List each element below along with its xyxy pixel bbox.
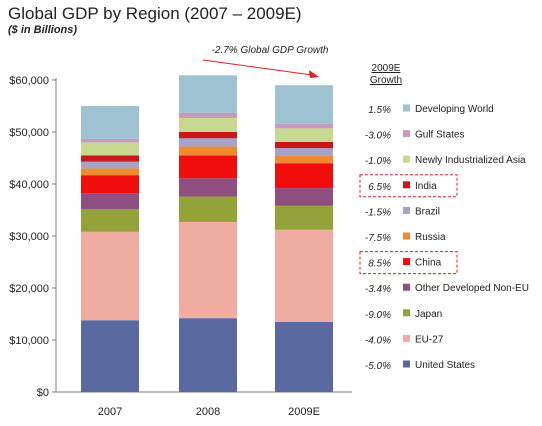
bar-segment-japan-2007 — [81, 208, 139, 232]
growth-annotation: -2.7% Global GDP Growth — [212, 45, 329, 56]
bar-segment-gulf-states-2008 — [179, 112, 237, 118]
bar-segment-china-2008 — [179, 155, 237, 179]
bar-segment-brazil-2008 — [179, 138, 237, 147]
highlight-box-china — [359, 251, 458, 275]
y-tick-label: $30,000 — [9, 231, 49, 243]
bar-segment-china-2009e — [275, 163, 333, 189]
bar-segment-developing-world-2008 — [179, 75, 237, 113]
y-tick-label: $60,000 — [9, 75, 49, 87]
legend-label-brazil: Brazil — [415, 206, 440, 217]
bar-segment-russia-2009e — [275, 155, 333, 164]
growth-value-eu-27: -4.0% — [365, 335, 391, 346]
x-tick-label: 2008 — [196, 406, 220, 418]
bar-segment-newly-industrialized-asia-2008 — [179, 117, 237, 132]
highlight-box-india — [359, 174, 458, 198]
growth-value-russia: -7.5% — [365, 233, 391, 244]
bar-segment-china-2007 — [81, 175, 139, 194]
legend-label-newly-industrialized-asia: Newly Industrialized Asia — [415, 155, 526, 166]
y-tick-label: $20,000 — [9, 283, 49, 295]
growth-value-other-developed-non-eu: -3.4% — [365, 284, 391, 295]
bar-segment-russia-2007 — [81, 168, 139, 176]
bar-segment-eu-27-2009e — [275, 229, 333, 322]
legend-swatch-united-states — [403, 360, 410, 368]
y-tick-label: $0 — [37, 387, 49, 399]
growth-value-newly-industrialized-asia: -1.0% — [365, 156, 391, 167]
legend-swatch-gulf-states — [403, 130, 410, 138]
growth-value-china: 8.5% — [368, 259, 391, 270]
bar-segment-brazil-2007 — [81, 161, 139, 169]
bar-segment-india-2007 — [81, 155, 139, 162]
bar-segment-india-2008 — [179, 132, 237, 139]
legend-label-russia: Russia — [415, 232, 446, 243]
growth-value-united-states: -5.0% — [365, 361, 391, 372]
legend-swatch-india — [403, 181, 410, 189]
bar-segment-gulf-states-2009e — [275, 123, 333, 129]
growth-value-brazil: -1.5% — [365, 207, 391, 218]
bar-segment-united-states-2007 — [81, 320, 139, 392]
y-tick-label: $50,000 — [9, 127, 49, 139]
growth-arrow-line — [202, 59, 313, 76]
chart-title: Global GDP by Region (2007 – 2009E) — [8, 4, 302, 23]
growth-arrow-head — [309, 70, 319, 78]
bar-segment-united-states-2008 — [179, 318, 237, 392]
bar-segment-eu-27-2008 — [179, 221, 237, 319]
legend-swatch-russia — [403, 232, 410, 240]
legend-swatch-other-developed-non-eu — [403, 283, 410, 291]
legend-swatch-china — [403, 258, 410, 266]
legend-label-eu-27: EU-27 — [415, 334, 444, 345]
growth-header: 2009E — [372, 63, 401, 74]
y-tick-label: $10,000 — [9, 335, 49, 347]
bar-segment-japan-2008 — [179, 196, 237, 222]
legend-label-gulf-states: Gulf States — [415, 130, 464, 141]
x-tick-label: 2007 — [98, 406, 122, 418]
bar-segment-india-2009e — [275, 141, 333, 149]
bar-segment-developing-world-2007 — [81, 106, 139, 139]
legend-swatch-japan — [403, 309, 410, 317]
legend-swatch-brazil — [403, 206, 410, 214]
legend-label-india: India — [415, 181, 437, 192]
bar-segment-newly-industrialized-asia-2009e — [275, 128, 333, 142]
bar-segment-japan-2009e — [275, 205, 333, 230]
bar-segment-newly-industrialized-asia-2007 — [81, 142, 139, 156]
bar-segment-other-developed-non-eu-2008 — [179, 178, 237, 197]
growth-value-india: 6.5% — [368, 182, 391, 193]
legend-label-other-developed-non-eu: Other Developed Non-EU — [415, 283, 529, 294]
y-tick-label: $40,000 — [9, 179, 49, 191]
legend-swatch-eu-27 — [403, 334, 410, 342]
growth-value-gulf-states: -3.0% — [365, 131, 391, 142]
x-tick-label: 2009E — [288, 406, 320, 418]
bar-segment-other-developed-non-eu-2009e — [275, 188, 333, 206]
bar-segment-developing-world-2009e — [275, 85, 333, 124]
growth-value-japan: -9.0% — [365, 310, 391, 321]
bar-segment-other-developed-non-eu-2007 — [81, 193, 139, 209]
growth-header: Growth — [370, 75, 402, 86]
chart-subtitle: ($ in Billions) — [8, 24, 78, 36]
bar-segment-united-states-2009e — [275, 321, 333, 392]
legend-label-developing-world: Developing World — [415, 104, 494, 115]
bar-segment-gulf-states-2007 — [81, 138, 139, 143]
legend-label-china: China — [415, 258, 442, 269]
legend-label-united-states: United States — [415, 360, 475, 371]
bar-segment-russia-2008 — [179, 146, 237, 156]
growth-value-developing-world: 1.5% — [368, 105, 391, 116]
bar-segment-eu-27-2007 — [81, 231, 139, 321]
legend-swatch-developing-world — [403, 104, 410, 112]
legend-label-japan: Japan — [415, 309, 442, 320]
bar-segment-brazil-2009e — [275, 148, 333, 156]
legend-swatch-newly-industrialized-asia — [403, 155, 410, 163]
